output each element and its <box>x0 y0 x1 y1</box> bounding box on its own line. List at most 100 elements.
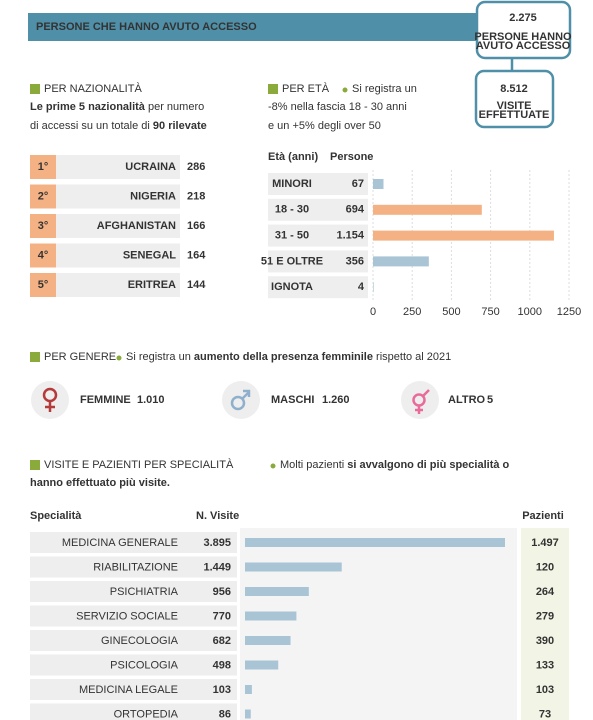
title-bar <box>28 13 476 41</box>
stat-number: 2.275 <box>509 12 537 24</box>
country: NIGERIA <box>130 190 176 202</box>
row-bg <box>268 198 368 221</box>
text-run: hanno effettuato più visite. <box>30 477 170 489</box>
country: SENEGAL <box>123 249 176 261</box>
bar <box>373 204 482 215</box>
row-bg <box>30 556 237 578</box>
value-label: 498 <box>213 659 231 671</box>
note: e un +5% degli over 50 <box>268 120 381 132</box>
bar <box>373 282 374 293</box>
rank-box <box>30 214 56 238</box>
rich-text: di accessi su un totale di 90 rilevate <box>30 120 207 132</box>
value-label: 103 <box>213 684 231 696</box>
value-label: 356 <box>346 255 364 267</box>
value-label: 86 <box>219 708 231 720</box>
column-header: Età (anni) <box>268 151 318 163</box>
bar-panel <box>240 528 517 720</box>
rich-text: Molti pazienti si avvalgono di più speci… <box>280 459 510 471</box>
x-tick-label: 500 <box>442 306 460 318</box>
row-bg <box>268 276 368 299</box>
rank: 3° <box>38 220 49 232</box>
note: Si registra un <box>352 83 417 95</box>
bar <box>245 636 291 645</box>
text-run: rispetto al 2021 <box>373 351 451 363</box>
stat-number: 8.512 <box>500 83 528 95</box>
category-label: IGNOTA <box>271 281 313 293</box>
stat-box <box>474 69 555 129</box>
rank-box <box>30 273 56 297</box>
bar <box>245 562 342 572</box>
note: -8% nella fascia 18 - 30 anni <box>268 101 407 113</box>
row-bg <box>56 155 180 179</box>
bar <box>245 611 297 621</box>
stat-label: PERSONE HANNO <box>474 31 572 43</box>
rank: 5° <box>38 279 49 291</box>
category-label: PSICOLOGIA <box>110 659 179 671</box>
patients-panel <box>521 528 569 720</box>
category-label: 18 - 30 <box>275 204 309 216</box>
x-tick-label: 0 <box>370 306 376 318</box>
patients-value: 133 <box>536 659 554 671</box>
text-run: Molti pazienti <box>280 459 347 471</box>
rank-box <box>30 155 56 179</box>
value-label: 67 <box>352 178 364 190</box>
section-title: PER NAZIONALITÀ <box>44 82 142 95</box>
category-label: MEDICINA GENERALE <box>62 537 178 549</box>
other-icon <box>401 381 439 419</box>
column-header: Persone <box>330 151 373 163</box>
row-bg <box>56 184 180 209</box>
gender-value: 1.260 <box>322 394 350 406</box>
text-run: Si registra un <box>126 351 194 363</box>
column-header: Pazienti <box>522 510 564 522</box>
patients-value: 264 <box>536 586 555 598</box>
male-icon <box>222 381 260 419</box>
bar <box>245 660 279 670</box>
gender-value: 1.010 <box>137 394 165 406</box>
page-title: PERSONE CHE HANNO AVUTO ACCESSO <box>36 21 257 33</box>
row-bg <box>30 679 237 700</box>
bar <box>245 538 505 547</box>
section-marker <box>30 352 40 362</box>
section-title: VISITE E PAZIENTI PER SPECIALITÀ <box>44 458 234 471</box>
row-bg <box>30 581 237 602</box>
category-label: MEDICINA LEGALE <box>79 684 178 696</box>
count: 144 <box>187 279 206 291</box>
stat-box <box>475 0 572 60</box>
rank: 4° <box>38 249 49 261</box>
bullet <box>270 463 276 469</box>
x-tick-label: 1250 <box>557 306 581 318</box>
patients-value: 103 <box>536 684 554 696</box>
section-title: PER ETÀ <box>282 82 330 95</box>
country: AFGHANISTAN <box>97 220 176 232</box>
column-header: Specialità <box>30 510 82 522</box>
text-run: si avvalgono di più specialità o <box>347 459 509 471</box>
text-run: per numero <box>145 101 204 113</box>
patients-value: 390 <box>536 635 554 647</box>
row-bg <box>30 532 237 553</box>
category-label: MINORI <box>272 178 312 190</box>
patients-value: 120 <box>536 561 554 573</box>
row-bg <box>56 214 180 238</box>
bar <box>245 709 251 719</box>
count: 286 <box>187 161 205 173</box>
rich-text: Le prime 5 nazionalità per numero <box>30 101 204 113</box>
country: UCRAINA <box>125 161 176 173</box>
column-header: N. Visite <box>196 510 239 522</box>
stat-label: EFFETTUATE <box>479 109 550 121</box>
x-tick-label: 1000 <box>518 306 542 318</box>
row-bg <box>56 243 180 268</box>
bullet <box>342 87 348 93</box>
country: ERITREA <box>128 279 176 291</box>
row-bg <box>56 273 180 297</box>
category-label: ORTOPEDIA <box>114 708 179 720</box>
bar <box>245 685 252 694</box>
row-bg <box>268 250 368 273</box>
count: 164 <box>187 249 206 261</box>
text-run: 90 rilevate <box>153 120 207 132</box>
row-bg <box>268 173 368 195</box>
category-label: 51 E OLTRE <box>261 255 323 267</box>
category-label: 31 - 50 <box>275 230 309 242</box>
stat-label: AVUTO ACCESSO <box>476 40 571 52</box>
row-bg <box>30 703 237 720</box>
